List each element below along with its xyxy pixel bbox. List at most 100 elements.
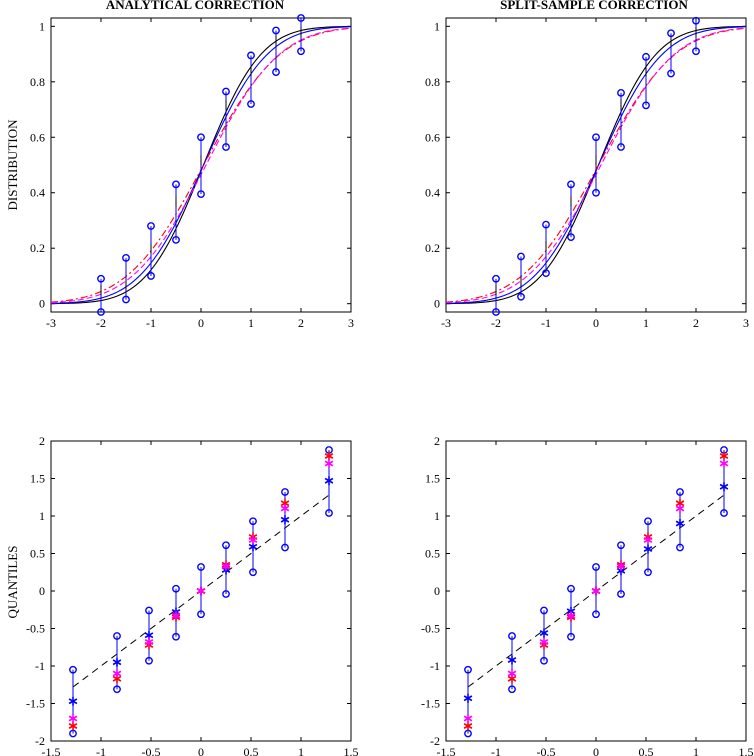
- plot-area: [446, 20, 746, 312]
- panel-split-sample-quantiles: -1.5 -1 -0.5 0 0.5 1 1.5-2-1.5-1-0.500.511.52: [421, 434, 754, 756]
- point-blue: [68, 696, 78, 706]
- band-lower-marker: [617, 590, 625, 598]
- y-tick-label: -0.5: [421, 622, 440, 636]
- band-upper-marker: [676, 488, 684, 496]
- band-lower-marker: [592, 188, 600, 197]
- band-lower-marker: [97, 308, 105, 316]
- band-upper-marker: [464, 665, 472, 674]
- y-tick-label: 2: [434, 434, 440, 448]
- x-tick-label: -0.5: [537, 745, 556, 756]
- band-lower-marker: [113, 685, 121, 694]
- band-lower-marker: [197, 610, 205, 619]
- x-tick-label: 2: [693, 316, 699, 330]
- band-upper-marker: [644, 517, 652, 526]
- band-upper-marker: [667, 29, 675, 38]
- band-lower-marker: [492, 308, 500, 316]
- point-magenta: [643, 535, 653, 545]
- x-tick-label: 1: [298, 745, 304, 756]
- band-upper-marker: [508, 632, 516, 640]
- point-magenta: [566, 611, 576, 621]
- x-tick-label: 0: [593, 316, 599, 330]
- x-tick-label: -1: [96, 745, 106, 756]
- band-lower-marker: [676, 543, 684, 552]
- band-lower-marker: [122, 295, 130, 304]
- point-magenta: [196, 586, 206, 596]
- panel-split-sample-distribution: -3 -2 -1 0 1 2 3 0 0.2 0.4 0.6 0.8 1: [425, 16, 749, 330]
- band-lower-marker: [197, 190, 205, 199]
- y-tick-label: 0: [39, 584, 45, 598]
- band-lower-marker: [720, 509, 728, 517]
- point-magenta: [591, 586, 601, 596]
- y-tick-label: 1: [39, 19, 45, 33]
- band-lower-marker: [325, 509, 333, 517]
- panel-analytical-quantiles: -1.5 -1 -0.5 0 0.5 1 1.5-2-1.5-1-0.500.511.52: [26, 434, 359, 756]
- x-tick-label: 0.5: [639, 745, 654, 756]
- x-tick-label: -1.5: [42, 745, 61, 756]
- band-upper-marker: [113, 632, 121, 640]
- band-upper-marker: [592, 563, 600, 571]
- ylabel-distribution: DISTRIBUTION: [5, 119, 20, 211]
- band-lower-marker: [592, 610, 600, 619]
- band-lower-marker: [567, 632, 575, 641]
- band-upper-marker: [145, 606, 153, 615]
- point-blue: [324, 476, 334, 486]
- band-lower-marker: [567, 233, 575, 242]
- band-upper-marker: [542, 220, 550, 229]
- x-tick-label: -3: [46, 316, 56, 330]
- band-lower-marker: [508, 685, 516, 694]
- band-lower-marker: [222, 143, 230, 151]
- y-tick-label: 1: [434, 509, 440, 523]
- point-blue: [112, 657, 122, 667]
- point-magenta: [280, 504, 290, 513]
- band-lower-marker: [272, 68, 280, 76]
- x-tick-label: 0: [198, 745, 204, 756]
- y-tick-label: -1.5: [26, 697, 45, 711]
- y-tick-label: 0.5: [425, 547, 440, 561]
- point-blue: [719, 482, 729, 492]
- point-magenta: [616, 561, 626, 571]
- y-tick-label: 0.4: [425, 186, 440, 200]
- x-tick-label: 0: [593, 745, 599, 756]
- band-upper-marker: [540, 606, 548, 615]
- point-magenta: [539, 637, 549, 647]
- point-blue: [539, 628, 549, 638]
- x-tick-label: 1: [643, 316, 649, 330]
- x-tick-label: -3: [441, 316, 451, 330]
- y-tick-label: 0: [39, 297, 45, 311]
- band-upper-marker: [247, 51, 255, 60]
- band-upper-marker: [281, 488, 289, 496]
- y-tick-label: 0: [434, 297, 440, 311]
- band-upper-marker: [617, 541, 625, 550]
- y-tick-label: 2: [39, 434, 45, 448]
- band-upper-marker: [592, 133, 600, 142]
- x-tick-label: -2: [96, 316, 106, 330]
- point-magenta: [112, 669, 122, 678]
- y-tick-label: 0.6: [425, 130, 440, 144]
- band-upper-marker: [692, 16, 700, 25]
- band-lower-marker: [542, 269, 550, 278]
- band-lower-marker: [145, 656, 153, 665]
- band-lower-marker: [147, 272, 155, 280]
- point-blue: [675, 519, 685, 528]
- band-lower-marker: [297, 47, 305, 56]
- x-tick-label: -0.5: [142, 745, 161, 756]
- band-upper-marker: [172, 180, 180, 189]
- x-tick-label: 1: [693, 745, 699, 756]
- x-tick-label: -1: [491, 745, 501, 756]
- panel-title-analytical: ANALYTICAL CORRECTION: [106, 0, 285, 12]
- panel-analytical-distribution: -3 -2 -1 0 1 2 3 0 0.2 0.4 0.6 0.8 1: [30, 14, 354, 330]
- band-lower-marker: [247, 100, 255, 108]
- x-tick-label: 0: [198, 316, 204, 330]
- band-lower-marker: [644, 568, 652, 577]
- band-lower-marker: [281, 543, 289, 552]
- point-magenta: [463, 714, 473, 723]
- band-upper-marker: [272, 26, 280, 35]
- band-lower-marker: [692, 47, 700, 56]
- point-magenta: [507, 669, 517, 678]
- point-blue: [463, 693, 473, 703]
- y-tick-label: 0.5: [30, 547, 45, 561]
- y-tick-label: 0.6: [30, 130, 45, 144]
- y-tick-label: 0.2: [30, 241, 45, 255]
- y-tick-label: -0.5: [26, 622, 45, 636]
